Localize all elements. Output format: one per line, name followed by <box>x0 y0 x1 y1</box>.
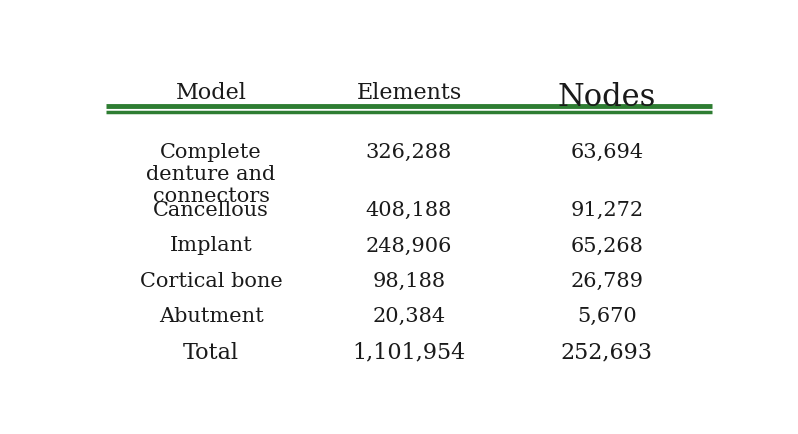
Text: 408,188: 408,188 <box>365 201 452 220</box>
Text: 63,694: 63,694 <box>571 142 643 161</box>
Text: 20,384: 20,384 <box>373 306 445 325</box>
Text: Total: Total <box>183 341 239 363</box>
Text: 98,188: 98,188 <box>373 271 445 290</box>
Text: Cancellous: Cancellous <box>153 201 269 220</box>
Text: Nodes: Nodes <box>558 82 656 113</box>
Text: 326,288: 326,288 <box>365 142 452 161</box>
Text: Complete
denture and
connectors: Complete denture and connectors <box>147 142 275 205</box>
Text: 91,272: 91,272 <box>571 201 643 220</box>
Text: Cortical bone: Cortical bone <box>140 271 282 290</box>
Text: Elements: Elements <box>357 82 461 104</box>
Text: Model: Model <box>176 82 247 104</box>
Text: 248,906: 248,906 <box>365 236 452 255</box>
Text: Abutment: Abutment <box>159 306 263 325</box>
Text: 5,670: 5,670 <box>577 306 637 325</box>
Text: Implant: Implant <box>170 236 252 255</box>
Text: 252,693: 252,693 <box>561 341 653 363</box>
Text: 1,101,954: 1,101,954 <box>353 341 465 363</box>
Text: 65,268: 65,268 <box>571 236 643 255</box>
Text: 26,789: 26,789 <box>571 271 643 290</box>
